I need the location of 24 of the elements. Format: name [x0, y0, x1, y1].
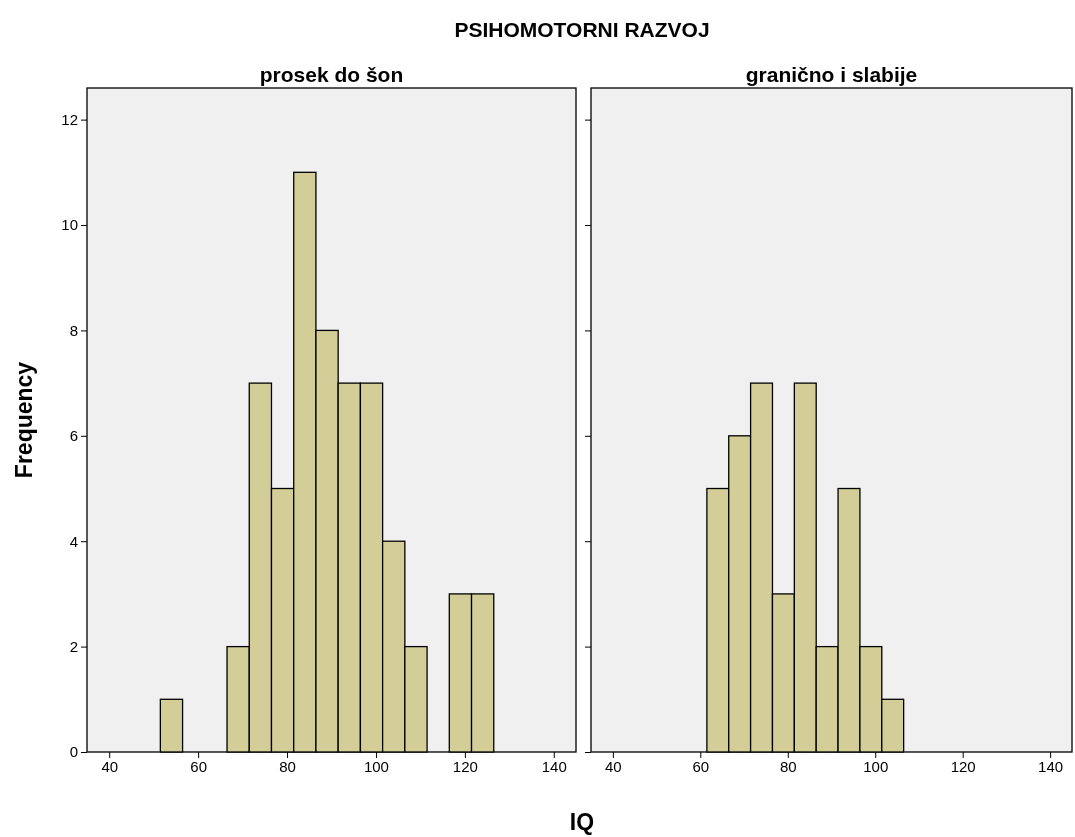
- chart-title: PSIHOMOTORNI RAZVOJ: [454, 18, 710, 41]
- x-tick-label: 40: [101, 757, 119, 775]
- y-tick-label: 0: [69, 743, 78, 761]
- y-tick-label: 4: [69, 532, 78, 550]
- x-tick-label: 100: [363, 757, 389, 775]
- x-tick-label: 100: [863, 757, 889, 775]
- y-axis-title: Frequency: [11, 361, 37, 479]
- x-tick-label: 40: [605, 757, 622, 775]
- chart-subtitle: prosek do šon: [259, 63, 404, 86]
- y-tick-label: 12: [61, 110, 78, 128]
- x-tick-label: 140: [1038, 757, 1064, 775]
- x-tick-label: 80: [779, 757, 797, 775]
- y-tick-label: 10: [61, 216, 78, 234]
- x-tick-label: 140: [541, 757, 567, 775]
- x-axis-title: IQ: [569, 809, 595, 835]
- y-tick-label: 6: [69, 427, 78, 445]
- x-tick-label: 60: [190, 757, 207, 775]
- x-tick-label: 120: [950, 757, 976, 775]
- y-tick-label: 2: [69, 637, 78, 655]
- chart-subtitle: granično i slabije: [745, 63, 918, 86]
- x-tick-label: 60: [692, 757, 710, 775]
- y-tick-label: 8: [69, 321, 78, 339]
- x-tick-label: 120: [452, 757, 478, 775]
- x-tick-label: 80: [279, 757, 296, 775]
